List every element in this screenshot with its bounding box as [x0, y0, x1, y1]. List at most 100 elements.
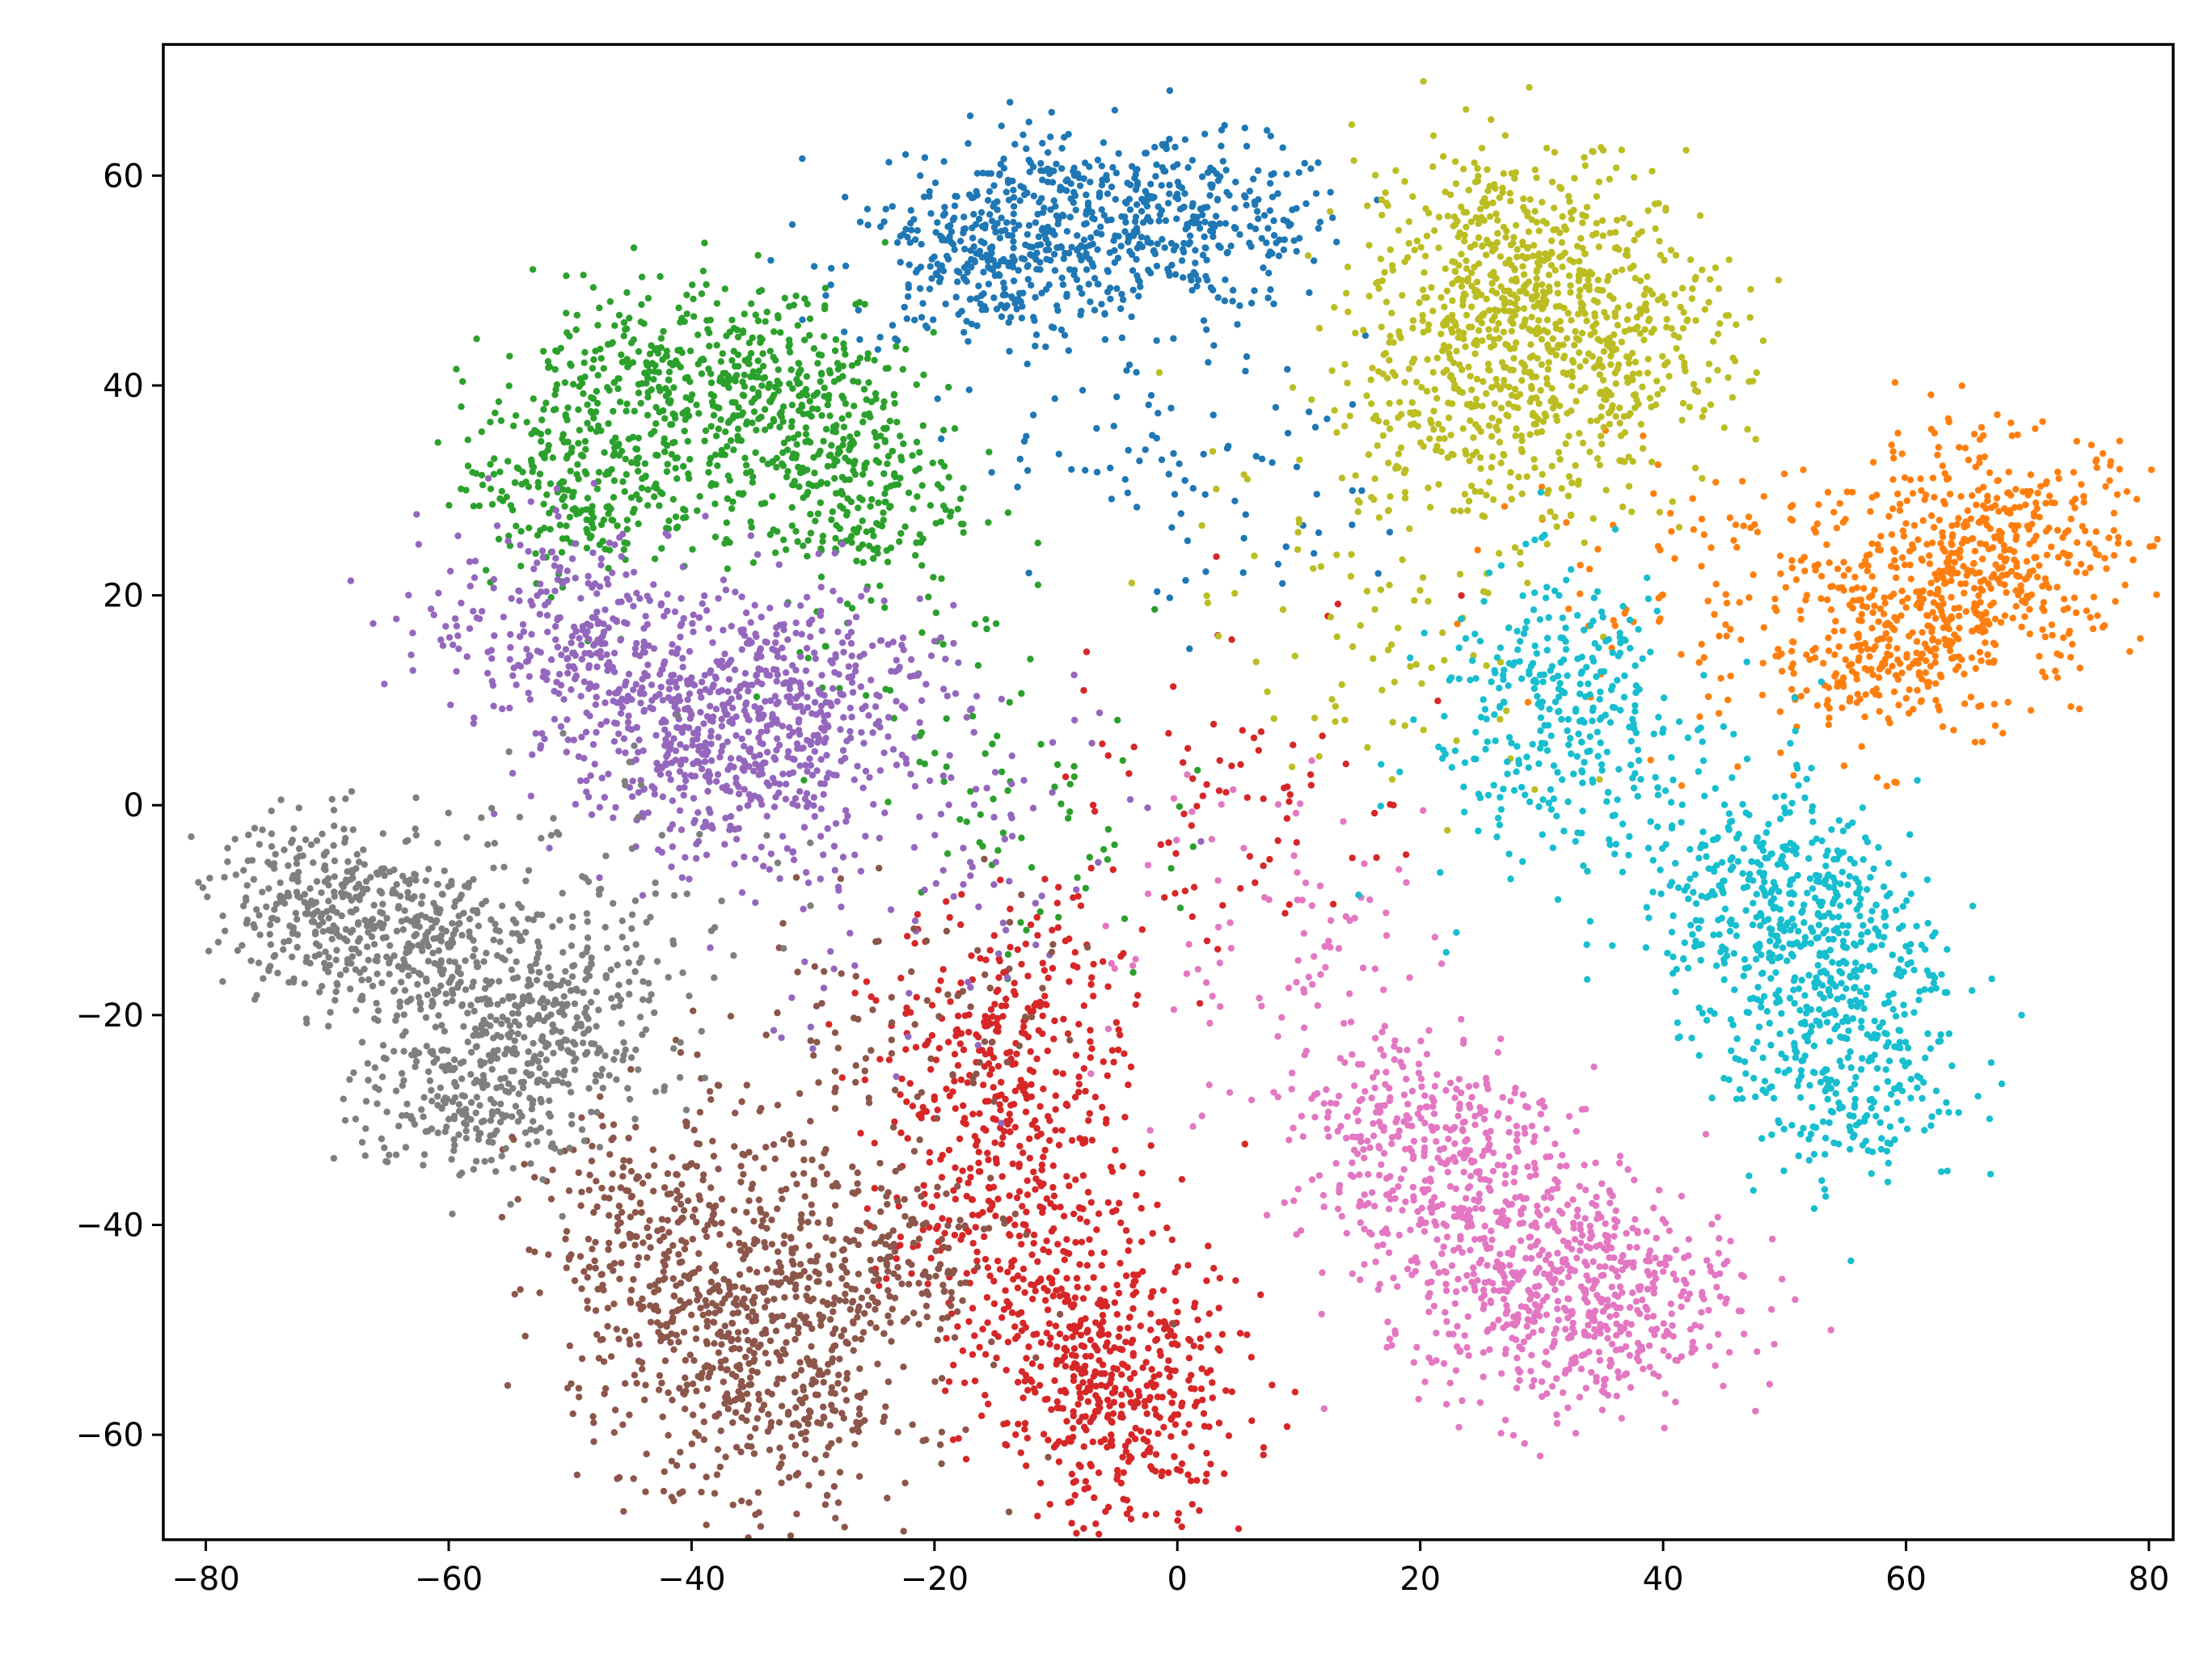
data-point	[1023, 1208, 1030, 1216]
data-point	[1040, 1431, 1048, 1438]
data-point	[1724, 696, 1732, 704]
data-point	[1831, 651, 1838, 659]
data-point	[538, 547, 547, 554]
data-point	[1045, 281, 1053, 289]
data-point	[749, 559, 758, 567]
data-point	[1181, 136, 1189, 143]
data-point	[1133, 181, 1142, 189]
data-point	[929, 459, 936, 466]
data-point	[593, 728, 600, 736]
data-point	[552, 507, 559, 514]
data-point	[1047, 133, 1054, 141]
data-point	[965, 1228, 973, 1236]
data-point	[952, 1105, 960, 1112]
data-point	[1130, 1369, 1138, 1377]
data-point	[1231, 497, 1239, 504]
data-point	[1166, 594, 1174, 601]
data-point	[1129, 968, 1137, 976]
data-point	[2004, 698, 2011, 706]
data-point	[858, 729, 865, 736]
data-point	[794, 322, 801, 329]
data-point	[1140, 1435, 1147, 1443]
data-point	[1003, 219, 1011, 226]
data-point	[863, 205, 872, 213]
data-point	[785, 336, 793, 344]
data-point	[584, 495, 592, 502]
data-point	[861, 465, 868, 472]
data-point	[1390, 802, 1397, 809]
data-point	[1933, 575, 1940, 584]
data-point	[741, 854, 748, 861]
data-point	[689, 281, 696, 289]
data-point	[1252, 879, 1259, 887]
data-point	[986, 946, 994, 954]
data-point	[1055, 450, 1063, 457]
data-point	[882, 365, 889, 373]
data-point	[1007, 1102, 1015, 1109]
data-point	[1009, 263, 1017, 271]
data-point	[993, 1354, 1000, 1362]
data-point	[2067, 515, 2075, 523]
data-point	[945, 1039, 952, 1046]
data-point	[2027, 706, 2035, 714]
data-point	[1906, 561, 1914, 569]
data-point	[1075, 1081, 1083, 1088]
data-point	[881, 238, 889, 246]
data-point	[1087, 234, 1095, 242]
data-point	[2000, 542, 2007, 550]
data-point	[1115, 150, 1122, 158]
data-point	[922, 681, 930, 688]
data-point	[812, 655, 819, 663]
data-point	[976, 247, 984, 255]
data-point	[732, 588, 739, 596]
data-point	[551, 622, 559, 630]
data-point	[2001, 558, 2009, 565]
data-point	[1977, 540, 1984, 547]
data-point	[2001, 547, 2008, 554]
data-point	[2025, 571, 2033, 579]
data-point	[804, 879, 813, 887]
data-point	[822, 643, 830, 650]
data-point	[1323, 415, 1331, 423]
data-point	[1004, 787, 1011, 795]
data-point	[807, 511, 814, 518]
data-point	[609, 569, 616, 576]
data-point	[1894, 429, 1902, 437]
data-point	[543, 676, 551, 684]
data-point	[686, 456, 694, 463]
data-point	[1121, 1114, 1129, 1121]
data-point	[1210, 342, 1218, 349]
data-point	[544, 598, 552, 605]
data-point	[1914, 686, 1921, 694]
data-point	[1025, 1343, 1032, 1351]
data-point	[1319, 732, 1326, 740]
data-point	[1990, 701, 1998, 708]
data-point	[644, 661, 652, 668]
data-point	[945, 1146, 953, 1154]
data-point	[1089, 801, 1097, 809]
data-point	[818, 411, 825, 419]
data-point	[705, 805, 713, 813]
data-point	[1063, 1173, 1070, 1180]
data-point	[951, 1051, 959, 1058]
data-point	[618, 553, 625, 560]
data-point	[1011, 1060, 1019, 1068]
data-point	[857, 1129, 864, 1137]
data-point	[884, 641, 892, 648]
data-point	[2116, 437, 2123, 445]
data-point	[848, 605, 856, 612]
data-point	[877, 432, 884, 440]
data-point	[1144, 238, 1151, 246]
data-point	[1067, 1325, 1074, 1332]
data-point	[516, 633, 524, 640]
data-point	[1063, 1236, 1070, 1243]
data-point	[2037, 483, 2045, 490]
data-point	[686, 647, 694, 655]
data-point	[619, 478, 627, 486]
data-point	[880, 597, 888, 605]
data-point	[1206, 192, 1214, 199]
data-point	[756, 752, 763, 759]
data-point	[2030, 512, 2038, 520]
data-point	[610, 738, 618, 745]
data-point	[1838, 584, 1846, 592]
